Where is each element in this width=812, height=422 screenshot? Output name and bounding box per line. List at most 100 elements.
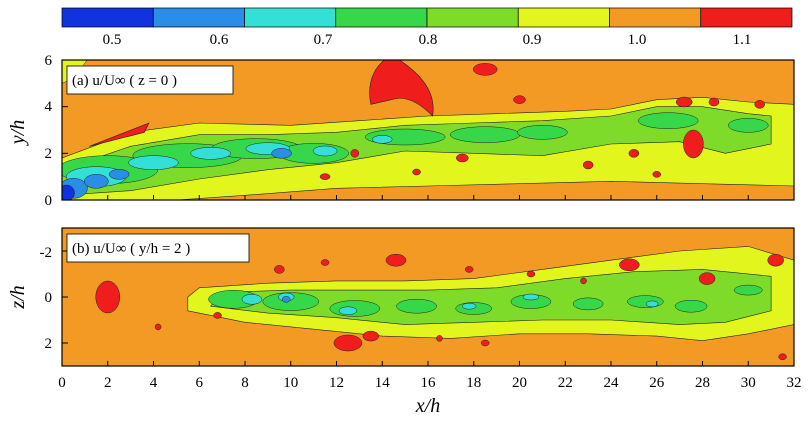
- panel-label-b: (b) u/U∞ ( y/h = 2 ): [66, 233, 250, 263]
- colorbar-tick-labels: 0.5 0.6 0.7 0.8 0.9 1.0 1.1: [103, 32, 752, 48]
- high-speed-blob: [333, 334, 363, 352]
- high-speed-region: [369, 60, 434, 117]
- y-tick-label: 6: [45, 53, 53, 69]
- high-speed-blob: [513, 95, 526, 104]
- high-speed-blob: [472, 63, 498, 76]
- high-speed-blob: [464, 266, 474, 273]
- y-tick-label: 2: [45, 336, 53, 352]
- panel-label-a: (a) u/U∞ ( z = 0 ): [66, 65, 234, 95]
- high-speed-region: [89, 122, 150, 147]
- colorbar-tick-label: 0.8: [419, 32, 438, 48]
- contour-patch: [517, 125, 568, 140]
- y-tick-label: 0: [45, 290, 53, 306]
- x-tick-label: 20: [512, 375, 527, 391]
- high-speed-blob: [385, 253, 407, 267]
- y-tick-label: 2: [45, 146, 53, 162]
- x-tick-label: 32: [787, 375, 802, 391]
- x-tick-label: 10: [283, 375, 298, 391]
- high-speed-blob: [754, 100, 765, 109]
- high-speed-blob: [456, 153, 469, 163]
- colorbar-cells: [61, 7, 793, 28]
- contour-patch: [108, 169, 130, 180]
- x-tick-label: 22: [558, 375, 573, 391]
- colorbar-cell: [517, 7, 610, 28]
- high-speed-blob: [213, 312, 222, 319]
- contour-patch: [281, 296, 291, 303]
- high-speed-blob: [350, 149, 360, 158]
- colorbar-tick-label: 0.6: [210, 32, 229, 48]
- contour-patch: [312, 145, 338, 157]
- contour-patch: [262, 292, 319, 311]
- x-tick-label: 2: [104, 375, 112, 391]
- colorbar-tick-label: 0.9: [523, 32, 542, 48]
- contour-patch: [62, 184, 75, 200]
- colorbar-cell: [61, 7, 154, 28]
- x-axis-title: x/h: [415, 395, 440, 417]
- contour-field-a: [62, 60, 794, 200]
- high-speed-blob: [320, 259, 330, 266]
- colorbar: 0.5 0.6 0.7 0.8 0.9 1.0 1.1: [61, 7, 793, 48]
- high-speed-blob: [767, 253, 784, 267]
- high-speed-blob: [675, 96, 693, 108]
- high-speed-blob: [580, 277, 587, 285]
- contour-patch: [190, 147, 231, 160]
- colorbar-cell: [426, 7, 519, 28]
- contour-region: [62, 106, 772, 196]
- x-tick-label: 6: [196, 375, 204, 391]
- high-speed-blob: [362, 330, 380, 342]
- contour-patch: [637, 112, 699, 129]
- colorbar-cell: [609, 7, 702, 28]
- high-speed-blob: [652, 171, 661, 178]
- y-axis-title-a: y/h: [7, 120, 29, 146]
- high-speed-blob: [778, 353, 787, 361]
- contour-patch: [128, 155, 179, 170]
- contour-patch: [627, 295, 664, 308]
- contour-patch: [338, 306, 358, 316]
- panel-b: -2 0 2 z/h 0 2 4 6 8 10 12 14 16 18 20 22 24 26 28 30 32…: [7, 227, 802, 417]
- panel-label-b-text: (b) u/U∞ ( y/h = 2 ): [72, 241, 190, 257]
- x-tick-label: 12: [329, 375, 344, 391]
- colorbar-cell: [244, 7, 337, 28]
- colorbar-tick-label: 1.0: [628, 32, 647, 48]
- contour-patch: [734, 284, 763, 296]
- contour-patch: [728, 118, 769, 133]
- colorbar-tick-label: 0.7: [314, 32, 333, 48]
- contour-patch: [522, 293, 540, 301]
- panel-label-a-text: (a) u/U∞ ( z = 0 ): [72, 73, 177, 89]
- contour-patch: [241, 294, 263, 305]
- colorbar-tick-label: 0.5: [103, 32, 122, 48]
- x-tick-label: 30: [741, 375, 756, 391]
- high-speed-blob: [526, 270, 536, 278]
- contour-patch: [461, 302, 477, 310]
- high-speed-blob: [480, 339, 490, 347]
- colorbar-tick-label: 1.1: [733, 32, 752, 48]
- contour-patch: [84, 174, 109, 189]
- contour-patch: [396, 298, 437, 314]
- high-speed-blob: [436, 335, 443, 342]
- contour-field-b: [62, 228, 794, 366]
- x-tick-labels: 0 2 4 6 8 10 12 14 16 18 20 22 24 26 28 30 32: [58, 375, 801, 391]
- colorbar-cell: [335, 7, 428, 28]
- high-speed-blob: [683, 129, 704, 159]
- high-speed-blob: [628, 149, 640, 158]
- x-tick-label: 0: [58, 375, 66, 391]
- y-tick-labels-b: -2 0 2: [40, 245, 53, 352]
- panel-a: 0 2 4 6 y/h (a) u/U∞ ( z = 0 ): [7, 53, 795, 209]
- high-speed-blob: [95, 280, 120, 314]
- y-tick-label: 0: [45, 193, 53, 209]
- x-tick-label: 8: [241, 375, 249, 391]
- high-speed-blob: [698, 272, 716, 285]
- contour-patch: [372, 135, 393, 144]
- x-tick-label: 14: [375, 375, 391, 391]
- contour-patch: [674, 299, 708, 313]
- x-tick-label: 4: [150, 375, 158, 391]
- x-tick-label: 24: [604, 375, 620, 391]
- y-axis-title-b: z/h: [7, 285, 29, 309]
- contour-patch: [271, 148, 292, 159]
- tick-marks-a: [61, 59, 795, 201]
- y-tick-label: -2: [40, 245, 53, 261]
- contour-patch: [645, 300, 659, 308]
- high-speed-blob: [274, 265, 285, 274]
- high-speed-blob: [708, 97, 720, 107]
